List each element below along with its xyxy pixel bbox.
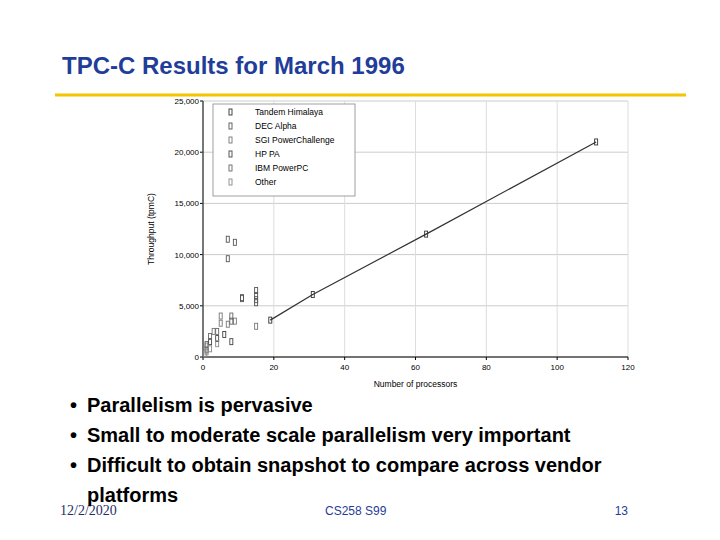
footer-page: 13 (615, 504, 629, 518)
bullet-list: Parallelism is pervasiveSmall to moderat… (87, 390, 677, 510)
data-point (240, 296, 243, 302)
title-rule (55, 94, 686, 97)
x-tick-label: 120 (621, 363, 635, 372)
legend-frame (213, 104, 355, 196)
x-tick-label: 0 (201, 363, 206, 372)
data-point (216, 328, 219, 334)
data-point (219, 313, 222, 319)
legend-marker (229, 109, 232, 115)
x-tick-label: 40 (340, 363, 349, 372)
y-axis-label: Throughput (tpmC) (146, 193, 156, 265)
x-axis-label: Number of processors (374, 379, 458, 389)
x-tick-label: 20 (269, 363, 278, 372)
data-point (595, 139, 598, 145)
legend-label: IBM PowerPC (255, 163, 308, 173)
grid-line (203, 357, 628, 358)
data-point (230, 339, 233, 345)
marks (203, 139, 597, 357)
legend-marker (229, 179, 232, 185)
y-axis (203, 101, 204, 357)
legend-marker (229, 165, 232, 171)
bullet: Parallelism is pervasive (87, 390, 677, 420)
x-tick-label: 100 (550, 363, 564, 372)
data-point (209, 334, 212, 340)
data-point (230, 318, 233, 324)
x-tick-label: 60 (411, 363, 420, 372)
data-point (269, 317, 272, 323)
bullet: Small to moderate scale parallelism very… (87, 420, 677, 450)
legend-marker (229, 151, 232, 157)
data-point (216, 341, 219, 347)
data-point (209, 346, 212, 352)
legend: Tandem Himalaya DEC Alpha SGI PowerChallen… (213, 104, 355, 196)
grid-line (628, 101, 629, 357)
y-tick-label: 0 (195, 353, 200, 362)
bullet: Difficult to obtain snapshot to compare … (87, 450, 677, 510)
data-point (219, 320, 222, 326)
data-point (226, 256, 229, 262)
data-point (233, 239, 236, 245)
legend-label: Tandem Himalaya (255, 107, 323, 117)
data-point (311, 292, 314, 298)
legend-label: HP PA (255, 149, 280, 159)
data-point (226, 236, 229, 242)
data-point (226, 321, 229, 327)
y-tick-label: 25,000 (175, 97, 200, 106)
y-tick-label: 5,000 (179, 302, 200, 311)
data-point (233, 318, 236, 324)
slide-title: TPC-C Results for March 1996 (62, 52, 405, 79)
data-point (212, 328, 215, 334)
axes: 0 5,000 10,000 15,000 20,000 25,000 0 20 40 60 80 1… (175, 97, 636, 372)
legend-label: SGI PowerChallenge (255, 135, 335, 145)
y-tick-label: 20,000 (175, 148, 200, 157)
grid-line (203, 101, 204, 357)
legend-marker (229, 137, 232, 143)
data-point (425, 231, 428, 237)
grid-line (557, 101, 558, 357)
legend-label: DEC Alpha (255, 121, 297, 131)
data-point (223, 331, 226, 337)
footer-course: CS258 S99 (325, 504, 387, 518)
y-tick-label: 15,000 (175, 199, 200, 208)
data-point (255, 323, 258, 329)
data-point (205, 344, 208, 350)
slide: TPC-C Results for March 1996 0 5,000 10,000… (0, 0, 720, 540)
grid-line (486, 101, 487, 357)
x-axis (203, 357, 628, 358)
legend-label: Other (255, 177, 276, 187)
legend-marker (229, 123, 232, 129)
data-point (203, 351, 206, 357)
x-tick-label: 80 (482, 363, 491, 372)
data-point (255, 300, 258, 306)
grid-line (415, 101, 416, 357)
y-tick-label: 10,000 (175, 251, 200, 260)
